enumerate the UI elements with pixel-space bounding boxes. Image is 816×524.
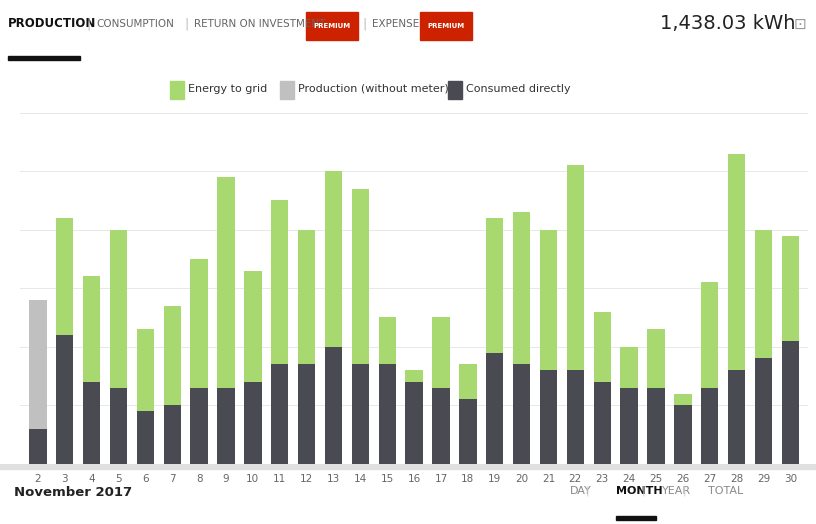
Text: ⊡: ⊡ [794, 16, 807, 31]
Bar [163, 306, 181, 405]
Bar [83, 382, 100, 464]
Bar [593, 312, 611, 382]
Bar [432, 318, 450, 388]
Bar [701, 388, 718, 464]
Bar [647, 388, 665, 464]
Bar [190, 259, 208, 388]
Bar [217, 177, 235, 388]
Text: PREMIUM: PREMIUM [313, 23, 351, 29]
Bar [271, 364, 289, 464]
Bar [280, 81, 294, 99]
Text: November 2017: November 2017 [14, 486, 132, 499]
Text: |: | [683, 486, 686, 496]
Bar [728, 154, 745, 370]
Bar [325, 171, 342, 347]
Bar [163, 405, 181, 464]
Text: RETURN ON INVESTMENT: RETURN ON INVESTMENT [194, 19, 326, 29]
Bar [352, 189, 369, 364]
Bar [56, 218, 73, 335]
Bar [782, 235, 799, 341]
Bar [406, 382, 423, 464]
Bar [459, 364, 477, 399]
Bar [244, 382, 262, 464]
Text: Production (without meter): Production (without meter) [298, 84, 449, 94]
Bar [674, 394, 692, 405]
Bar [136, 411, 154, 464]
Text: YEAR: YEAR [662, 486, 691, 496]
Bar [29, 429, 47, 464]
Text: |: | [361, 17, 366, 30]
Bar [325, 347, 342, 464]
Bar [271, 201, 289, 364]
Bar [298, 364, 315, 464]
Bar [244, 270, 262, 382]
Text: Energy to grid: Energy to grid [188, 84, 268, 94]
Bar [755, 230, 772, 358]
Bar [620, 347, 638, 388]
Bar [539, 230, 557, 370]
Bar [298, 230, 315, 364]
Text: PRODUCTION: PRODUCTION [8, 17, 96, 30]
Text: EXPENSE: EXPENSE [372, 19, 419, 29]
Bar [755, 358, 772, 464]
Bar [56, 335, 73, 464]
Bar [566, 166, 584, 370]
Bar [110, 230, 127, 388]
Bar [701, 282, 718, 388]
Bar [379, 318, 396, 364]
Bar [217, 388, 235, 464]
Text: Consumed directly: Consumed directly [466, 84, 570, 94]
Bar [379, 364, 396, 464]
Bar [29, 300, 47, 429]
Bar [728, 370, 745, 464]
Text: 1,438.03 kWh: 1,438.03 kWh [660, 15, 796, 34]
Bar [0, 464, 816, 468]
Text: |: | [642, 486, 645, 496]
Text: DAY: DAY [570, 486, 592, 496]
Bar [566, 370, 584, 464]
Bar [110, 388, 127, 464]
Text: MONTH: MONTH [616, 486, 663, 496]
Bar [513, 212, 530, 364]
Bar [674, 405, 692, 464]
Bar [83, 277, 100, 382]
Text: |: | [586, 486, 589, 496]
Bar [486, 218, 503, 353]
Bar [8, 56, 80, 60]
Bar [616, 516, 656, 520]
Text: |: | [86, 17, 90, 30]
Text: CONSUMPTION: CONSUMPTION [96, 19, 174, 29]
Bar [647, 329, 665, 388]
Bar [593, 382, 611, 464]
Text: PREMIUM: PREMIUM [428, 23, 464, 29]
Bar [420, 12, 472, 40]
Text: |: | [184, 17, 188, 30]
Bar [459, 399, 477, 464]
Bar [306, 12, 358, 40]
Bar [539, 370, 557, 464]
Bar [170, 81, 184, 99]
Text: TOTAL: TOTAL [708, 486, 743, 496]
Bar [513, 364, 530, 464]
Bar [782, 341, 799, 464]
Bar [620, 388, 638, 464]
Bar [448, 81, 462, 99]
Bar [406, 370, 423, 382]
Bar [432, 388, 450, 464]
Bar [352, 364, 369, 464]
Bar [136, 329, 154, 411]
Bar [486, 353, 503, 464]
Bar [190, 388, 208, 464]
